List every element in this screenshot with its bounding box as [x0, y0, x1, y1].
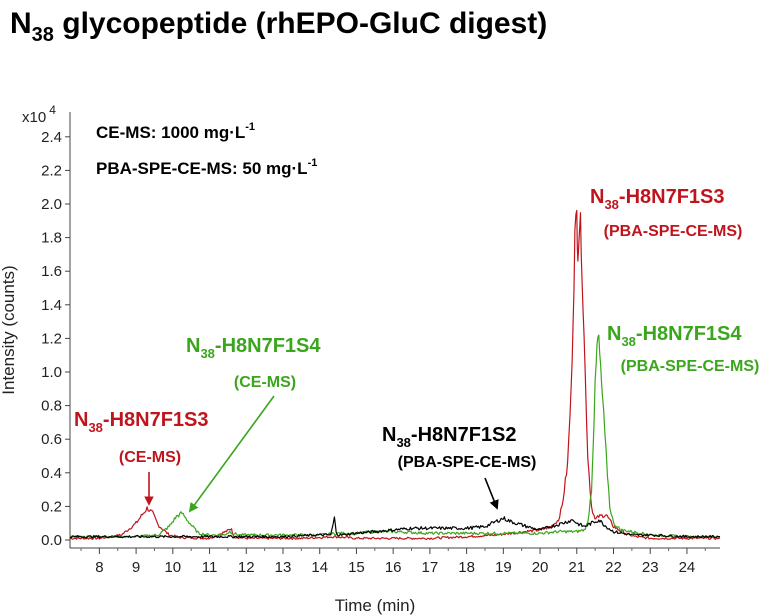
- y-tick-label: 0.2: [41, 498, 62, 515]
- condition-pba-spe-ce-ms: PBA-SPE-CE-MS: 50 mg·L-1: [96, 157, 317, 178]
- annotation-s2-pba-method: (PBA-SPE-CE-MS): [398, 454, 537, 471]
- annotation-s3-pba-method: (PBA-SPE-CE-MS): [604, 223, 743, 240]
- x-tick-label: 19: [495, 559, 512, 576]
- y-tick-label: 1.6: [41, 263, 62, 280]
- y-tick-label: 1.4: [41, 297, 62, 314]
- y-tick-label: 2.4: [41, 129, 62, 146]
- annotation-s4-pba-method: (PBA-SPE-CE-MS): [621, 358, 760, 375]
- x-tick-label: 17: [422, 559, 439, 576]
- series-line-1: [69, 334, 721, 539]
- y-scale-prefix: x10 4: [22, 103, 56, 126]
- series-layer: [69, 209, 721, 541]
- x-tick-label: 21: [568, 559, 585, 576]
- y-tick-label: 1.0: [41, 364, 62, 381]
- x-tick-label: 10: [164, 559, 181, 576]
- annotation-s4-ce-method: (CE-MS): [234, 374, 296, 391]
- x-tick-label: 18: [458, 559, 475, 576]
- annotation-s2-pba: N38-H8N7F1S2 (PBA-SPE-CE-MS): [382, 424, 537, 510]
- annotation-s2-pba-arrow: [484, 477, 499, 510]
- x-tick-label: 12: [238, 559, 255, 576]
- condition-ce-ms: CE-MS: 1000 mg·L-1: [96, 121, 255, 142]
- y-axis-label: Intensity (counts): [0, 265, 18, 394]
- y-tick-label: 2.0: [41, 196, 62, 213]
- y-tick-label: 0.0: [41, 532, 62, 549]
- x-tick-label: 22: [605, 559, 622, 576]
- annotation-s3-ce-method: (CE-MS): [119, 449, 181, 466]
- axes: 0.0 0.2 0.4 0.6 0.8 1.0 1.2 1.4 1.6 1.8 2.0 2.2 2.4 8…: [41, 112, 720, 576]
- chart-title: N38 glycopeptide (rhEPO-GluC digest): [10, 7, 547, 46]
- annotation-s3-ce: N38-H8N7F1S3 (CE-MS): [74, 409, 209, 506]
- x-tick-label: 15: [348, 559, 365, 576]
- x-tick-label: 16: [385, 559, 402, 576]
- annotation-s3-pba-label: N38-H8N7F1S3: [590, 186, 725, 212]
- annotation-s3-pba: N38-H8N7F1S3 (PBA-SPE-CE-MS): [590, 186, 742, 240]
- x-tick-label: 9: [132, 559, 140, 576]
- x-axis-label: Time (min): [335, 596, 416, 615]
- y-tick-label: 2.2: [41, 162, 62, 179]
- y-tick-label: 0.8: [41, 398, 62, 415]
- series-line-2: [69, 516, 721, 539]
- annotation-s4-pba: N38-H8N7F1S4 (PBA-SPE-CE-MS): [607, 323, 759, 375]
- x-tick-label: 14: [311, 559, 328, 576]
- annotation-s4-ce-label: N38-H8N7F1S4: [186, 335, 321, 361]
- y-tick-label: 1.8: [41, 230, 62, 247]
- annotation-s3-ce-label: N38-H8N7F1S3: [74, 409, 209, 435]
- annotation-s4-pba-label: N38-H8N7F1S4: [607, 323, 742, 349]
- y-tick-label: 1.2: [41, 330, 62, 347]
- x-tick-label: 13: [275, 559, 292, 576]
- x-tick-label: 20: [532, 559, 549, 576]
- annotation-s4-ce: N38-H8N7F1S4 (CE-MS): [186, 335, 321, 513]
- x-tick-label: 24: [679, 559, 696, 576]
- annotation-s2-pba-label: N38-H8N7F1S2: [382, 424, 517, 450]
- annotation-s4-ce-arrow: [188, 395, 275, 513]
- y-tick-label: 0.4: [41, 465, 62, 482]
- x-tick-label: 23: [642, 559, 659, 576]
- x-tick-label: 8: [95, 559, 103, 576]
- x-tick-label: 11: [202, 559, 218, 576]
- y-tick-label: 0.6: [41, 431, 62, 448]
